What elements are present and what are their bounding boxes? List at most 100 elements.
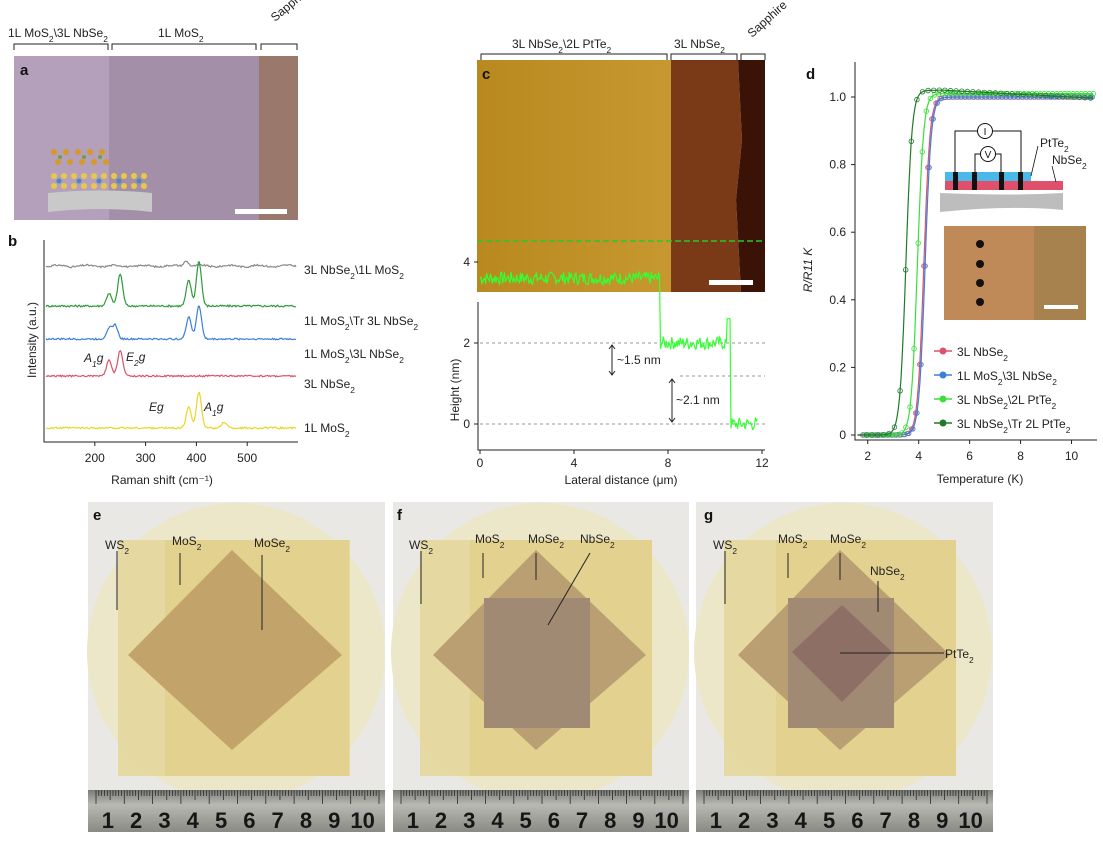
rt-point [987, 89, 993, 96]
panel-d-label: d [806, 66, 815, 83]
ruler-number: 6 [243, 808, 255, 833]
legend-marker [939, 347, 947, 355]
ruler-number: 7 [576, 808, 588, 833]
peak-label-a1g: A1g [83, 351, 104, 369]
panel-c-label: c [482, 66, 490, 83]
rt-point [869, 432, 875, 438]
ruler-number: 2 [435, 808, 447, 833]
panel-d: d R/R11 K 2 4 6 8 10 0 0.2 0.4 0.6 0.8 1.0 I V PtT… [801, 62, 1097, 486]
rt-point [1015, 91, 1021, 97]
rt-point [922, 263, 928, 269]
d-ytick-label: 0.6 [829, 225, 846, 239]
rt-point [964, 88, 970, 95]
d-ytick-label: 0.2 [829, 360, 846, 374]
panel-b-curve-label-3: 1L MoS2\3L NbSe2 [304, 347, 404, 365]
legend-marker [939, 419, 947, 427]
panel-g: g WS2 MoS2 MoSe2 NbSe2 PtTe2 1 2 3 4 5 6 7 8 9 10 [694, 502, 993, 833]
rt-point [998, 90, 1004, 96]
panel-b-xticks: 200 300 400 500 [85, 442, 258, 465]
panel-a-scale-bar [235, 209, 287, 214]
peak-label-e2g: E2g [126, 350, 146, 368]
rt-point [980, 90, 987, 97]
rt-point [931, 87, 937, 93]
panel-g-label-mose2: MoSe2 [830, 532, 866, 550]
panel-f-nbse2-film [484, 598, 590, 728]
b-xtick-label: 200 [85, 451, 105, 465]
inset-label-i: I [984, 127, 987, 138]
ruler-number: 4 [795, 808, 808, 833]
rt-point [914, 410, 920, 416]
panel-d-circuit-inset: I V PtTe2 NbSe2 [940, 123, 1087, 212]
rt-point [959, 88, 965, 94]
legend-marker [939, 371, 947, 379]
d-xtick-label: 2 [864, 449, 871, 463]
panel-e-leader-lines [116, 551, 263, 630]
panel-d-axes [854, 62, 1097, 441]
ruler-body [393, 790, 689, 832]
panel-c-scale-bar [709, 280, 753, 285]
ruler-number: 9 [936, 808, 948, 833]
rt-point [914, 96, 920, 103]
panel-a: 1L MoS2\3L NbSe2 1L MoS2 Sapphire a [8, 0, 314, 220]
panel-a-crystal-schematic [48, 149, 152, 212]
rt-point [923, 108, 929, 114]
rt-point [908, 138, 914, 144]
rt-point [1048, 93, 1055, 99]
panel-d-curves [857, 87, 1097, 438]
rt-point [981, 89, 987, 96]
b-xtick-label: 500 [237, 451, 257, 465]
step-annotation-1: ~1.5 nm [617, 353, 661, 367]
panel-a-top-label-sapphire: Sapphire [268, 0, 314, 24]
inset-voltmeter [980, 146, 996, 162]
d-xtick-label: 4 [915, 449, 922, 463]
rt-point [1071, 94, 1077, 100]
panel-e-ruler: 1 2 3 4 5 6 7 8 9 10 [88, 790, 385, 833]
panel-a-label: a [20, 62, 29, 79]
d-ytick-label: 0 [839, 428, 846, 442]
inset-label-v: V [985, 150, 992, 161]
panel-c-profile-axes [477, 302, 765, 451]
panel-c-brackets [480, 53, 766, 60]
ruler-number: 6 [851, 808, 863, 833]
rt-point [992, 90, 999, 96]
panel-c: 3L NbSe2\2L PtTe2 3L NbSe2 Sapphire c He… [448, 0, 790, 487]
panel-c-region-sapphire [736, 60, 765, 292]
inset-label-nbse2: NbSe2 [1052, 153, 1087, 171]
rt-point [1082, 90, 1088, 97]
rt-point [1076, 94, 1083, 101]
rt-point [1026, 91, 1032, 98]
rt-point [903, 424, 909, 430]
rt-point [975, 89, 982, 95]
panel-a-top-label-2: 1L MoS2 [158, 26, 204, 44]
rt-point [935, 91, 942, 97]
panel-f-ruler: 1 2 3 4 5 6 7 8 9 10 [393, 790, 689, 833]
panel-b: b Intensity (a.u.) 200 300 400 500 Raman sh… [8, 233, 418, 487]
rt-point [1059, 93, 1066, 100]
rt-point [950, 94, 957, 100]
panel-b-curves [45, 260, 297, 430]
panel-g-leader-lines [724, 551, 944, 654]
legend-label: 1L MoS2\3L NbSe2 [957, 369, 1057, 387]
rt-point [1007, 94, 1014, 100]
rt-point [911, 346, 917, 352]
panel-b-curve-label-5: 1L MoS2 [304, 421, 350, 439]
rt-point [979, 94, 985, 100]
ruler-number: 5 [520, 808, 532, 833]
rt-point [1043, 92, 1049, 99]
ruler-number: 6 [548, 808, 560, 833]
ruler-number: 1 [710, 808, 722, 833]
ruler-body [88, 790, 385, 832]
raman-curve-1 [45, 260, 297, 269]
panel-b-axes [43, 240, 298, 443]
rt-point [947, 87, 954, 94]
panel-e-label-mose2: MoSe2 [254, 536, 290, 554]
panel-f-label-nbse2: NbSe2 [580, 532, 615, 550]
rt-point [886, 431, 892, 437]
rt-point [1090, 90, 1097, 97]
panel-f-label-mos2: MoS2 [475, 532, 505, 550]
d-xtick-label: 8 [1017, 449, 1024, 463]
panel-b-curve-label-2: 1L MoS2\Tr 3L NbSe2 [304, 314, 418, 332]
c-ytick-label: 4 [463, 255, 470, 269]
inset-substrate [940, 193, 1063, 212]
